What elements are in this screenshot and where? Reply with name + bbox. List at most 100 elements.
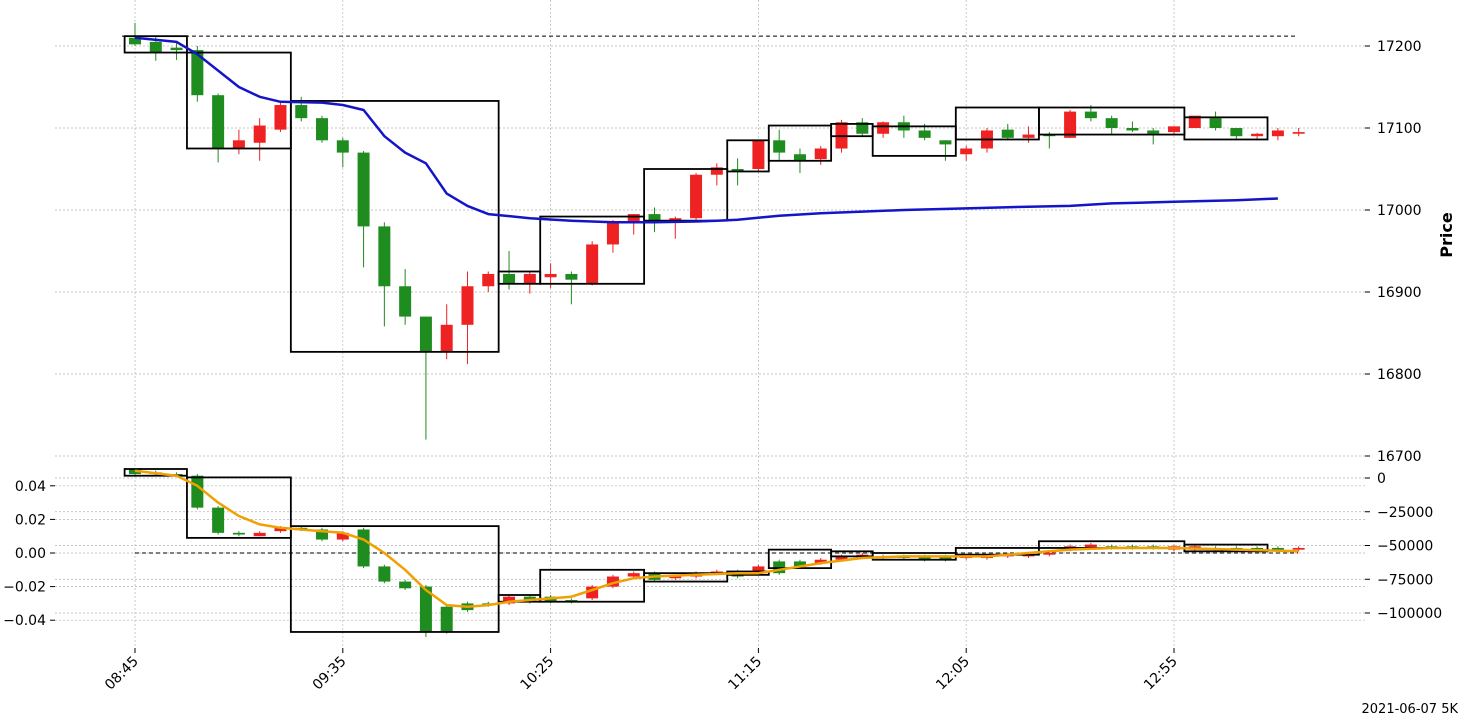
lower-candle-body: [835, 556, 848, 560]
price-candle-body: [752, 140, 765, 169]
price-candle-body: [170, 47, 183, 51]
price-candle-body: [731, 169, 744, 172]
lower-range-box: [767, 548, 833, 570]
price-candle-body: [357, 152, 370, 227]
price-tick-label: 16900: [1377, 285, 1422, 301]
price-vwap-line: [134, 36, 1278, 224]
price-candle-body: [1084, 111, 1097, 119]
x-tick-label: 11:15: [725, 654, 765, 694]
lower-candle-body: [669, 576, 682, 579]
price-candle-body: [648, 214, 661, 223]
price-candle-body: [191, 50, 204, 96]
price-candle-body: [232, 140, 245, 149]
lower-candle-body: [212, 507, 225, 533]
lower-candle-body: [274, 527, 287, 532]
price-candle-body: [399, 286, 412, 317]
price-candle-body: [1022, 134, 1035, 138]
lower-left-tick-label: −0.04: [3, 613, 46, 629]
price-candle-body: [814, 148, 827, 160]
price-tick-label: 17000: [1377, 203, 1422, 219]
lower-right-tick-label: −100000: [1377, 606, 1442, 622]
x-tick-label: 10:25: [518, 654, 558, 694]
price-candle-body: [1251, 133, 1264, 137]
x-tick-label: 12:05: [933, 654, 973, 694]
price-candle-body: [1188, 115, 1201, 128]
price-candle-body: [378, 226, 391, 287]
grid-lines: [55, 0, 1365, 648]
lower-cum_line-line: [134, 469, 1299, 609]
price-candle-body: [856, 122, 869, 134]
lower-left-tick-label: 0.02: [15, 512, 46, 528]
lower-range-box: [830, 550, 874, 558]
price-candle-body: [503, 273, 516, 284]
x-tick-label: 09:35: [310, 654, 350, 694]
price-range-box: [1183, 116, 1269, 141]
price-candle-body: [1126, 128, 1139, 131]
price-candle-body: [710, 167, 723, 175]
lower-left-tick-label: 0.00: [15, 546, 46, 562]
price-candle-body: [253, 125, 266, 143]
price-candle-body: [606, 222, 619, 245]
lower-candle-body: [316, 529, 329, 540]
lower-candle-body: [357, 529, 370, 567]
lower-candle-body: [253, 532, 266, 537]
price-candle-body: [1064, 111, 1077, 138]
lower-candle-body: [939, 556, 952, 560]
lower-candle-body: [1043, 553, 1056, 555]
price-candle-body: [1230, 128, 1243, 137]
lower-candle-body: [586, 586, 599, 599]
price-range-box: [539, 215, 646, 285]
price-candle-body: [482, 273, 495, 287]
price-range-box: [767, 124, 833, 162]
lower-range-box: [123, 468, 188, 477]
lower-candle-body: [399, 581, 412, 589]
lower-range-box: [289, 525, 500, 633]
price-candle-body: [1292, 132, 1305, 134]
price-axis-label: Price: [1437, 212, 1456, 258]
price-candle-body: [461, 286, 474, 325]
price-range-box: [643, 168, 729, 222]
price-candle-body: [960, 148, 973, 155]
price-candle-body: [295, 105, 308, 119]
price-range-box: [871, 125, 957, 157]
lower-candle-body: [752, 566, 765, 574]
main-price-panel: [122, 23, 1305, 440]
price-candle-body: [149, 41, 162, 53]
price-candle-body: [877, 122, 890, 134]
price-range-box: [289, 100, 500, 353]
price-candle-body: [939, 140, 952, 145]
lower-candle-body: [1271, 547, 1284, 550]
chart-footer-date: 2021-06-07 5K: [1361, 702, 1458, 717]
lower-right-tick-label: −25000: [1377, 505, 1433, 521]
lower-left-tick-label: −0.02: [3, 580, 46, 596]
price-candle-body: [1209, 118, 1222, 128]
lower-candle-body: [419, 586, 432, 632]
price-candle-body: [212, 95, 225, 149]
price-range-box: [123, 35, 188, 54]
price-candle-body: [1001, 129, 1014, 138]
lower-right-tick-label: 0: [1377, 471, 1386, 487]
price-candle-body: [565, 273, 578, 280]
price-tick-label: 16700: [1377, 449, 1422, 465]
price-candle-body: [523, 273, 536, 284]
price-candle-body: [544, 273, 557, 278]
price-candle-body: [793, 154, 806, 161]
lower-candle-body: [232, 532, 245, 535]
lower-left-tick-label: 0.04: [15, 479, 46, 495]
lower-right-tick-label: −50000: [1377, 539, 1433, 555]
price-candle-body: [419, 316, 432, 352]
price-candle-body: [1105, 118, 1118, 128]
lower-candle-body: [440, 606, 453, 632]
price-candle-body: [274, 105, 287, 130]
lower-candle-body: [378, 566, 391, 582]
price-candle-body: [316, 118, 329, 141]
x-tick-label: 12:55: [1141, 654, 1181, 694]
lower-candle-body: [191, 475, 204, 508]
lower-candle-body: [1251, 547, 1264, 550]
price-candle-body: [1271, 130, 1284, 137]
price-candle-body: [586, 244, 599, 284]
price-candle-body: [918, 130, 931, 138]
lower-candle-body: [606, 576, 619, 587]
price-candle-body: [129, 37, 141, 45]
